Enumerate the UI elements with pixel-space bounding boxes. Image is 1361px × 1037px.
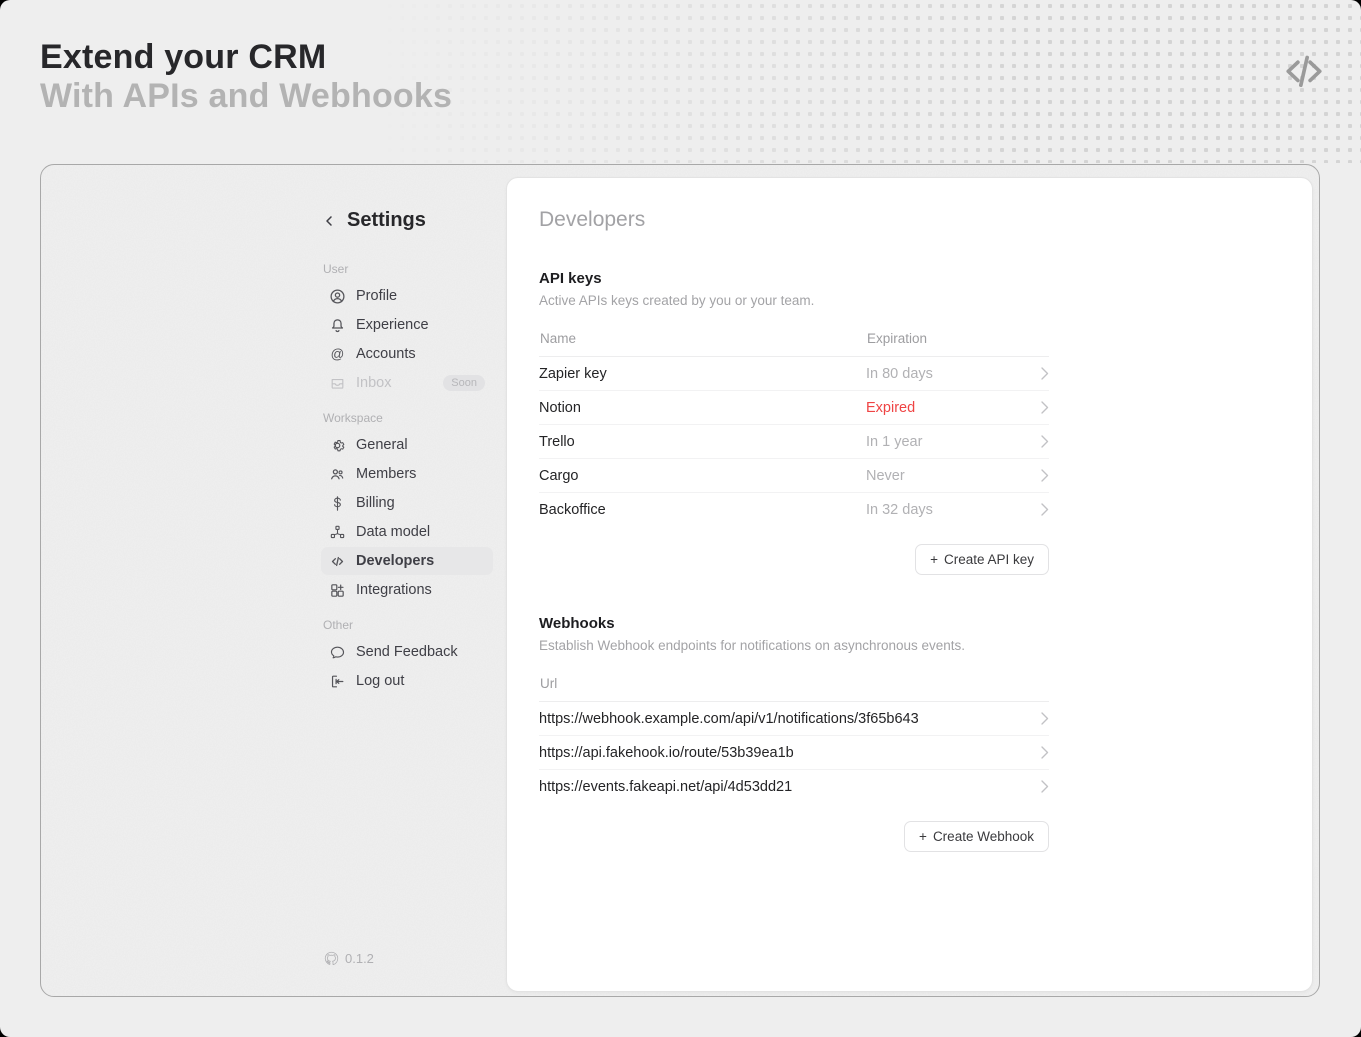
svg-text:@: @ [331,346,345,361]
